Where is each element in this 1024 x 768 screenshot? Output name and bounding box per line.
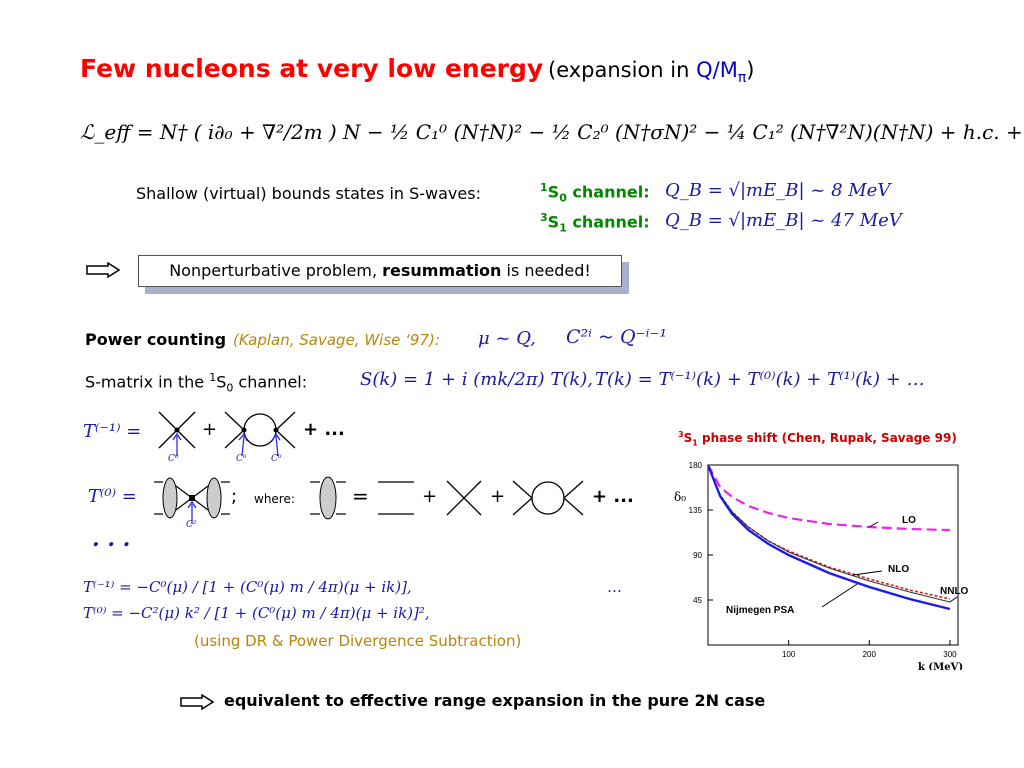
box-bold: resummation	[382, 261, 502, 280]
formula-t-minus1: T⁽⁻¹⁾ = −C⁰(μ) / [1 + (C⁰(μ) m / 4π)(μ +…	[83, 578, 412, 596]
smatrix-label: S-matrix in the 1S0 channel:	[85, 371, 307, 395]
y-tick-label: 90	[693, 551, 702, 560]
ch2-sub: 1	[559, 221, 567, 235]
channel-1s0-equation: Q_B = √|mE_B| ~ 8 MeV	[665, 180, 891, 201]
x-tick-label: 300	[943, 650, 957, 659]
x-tick-label: 100	[782, 650, 796, 659]
sm-name: S	[216, 372, 227, 392]
y-tick-label: 135	[689, 506, 703, 515]
semicolon: ;	[231, 486, 238, 507]
dr-note: (using DR & Power Divergence Subtraction…	[194, 632, 522, 650]
formula-dots: …	[607, 578, 622, 596]
chart-title-name: S	[683, 431, 693, 445]
arrow-right-icon	[86, 262, 120, 278]
plus-2: +	[422, 486, 438, 507]
channel-3s1: 3S1 channel:	[540, 211, 650, 235]
c0-label-2: C⁰	[236, 454, 247, 464]
bubble-diagram-2	[512, 480, 584, 516]
plus-dots-1: + ...	[303, 419, 345, 440]
series-label-arrow	[869, 521, 879, 528]
slide-title: Few nucleons at very low energy	[80, 54, 544, 83]
plus-3: +	[490, 486, 506, 507]
series-label-arrow	[853, 570, 883, 576]
series-label: LO	[902, 515, 916, 526]
sm-sub: 0	[226, 381, 234, 395]
sm-post: channel:	[233, 372, 308, 392]
chart-title-sup: 3	[678, 430, 684, 439]
series-line	[707, 464, 951, 600]
series-label: NNLO	[940, 586, 969, 597]
series-label: NLO	[888, 564, 909, 575]
ch2-sup: 3	[540, 211, 548, 224]
slide-subtitle: (expansion in Q/Mπ)	[548, 58, 754, 86]
chart-frame	[707, 464, 959, 646]
plus-1: +	[202, 419, 218, 440]
x-tick-label: 200	[863, 650, 877, 659]
y-axis-label: δ₀	[674, 490, 686, 504]
equals-sign: =	[352, 484, 369, 508]
smatrix-eq1: S(k) = 1 + i (mk/2π) T(k),	[360, 369, 594, 390]
series-line	[706, 464, 951, 611]
conclusion-text: equivalent to effective range expansion …	[224, 691, 766, 710]
series-line	[707, 464, 951, 603]
ch1-sub: 0	[559, 191, 567, 205]
power-counting-eq1: μ ~ Q,	[478, 328, 536, 349]
subtitle-q: Q/M	[696, 58, 738, 82]
formula-t0: T⁽⁰⁾ = −C²(μ) k² / [1 + (C⁰(μ) m / 4π)(μ…	[83, 604, 430, 622]
ch1-name: S	[547, 182, 560, 202]
ch2-word: channel:	[566, 212, 650, 232]
subtitle-pre: (expansion in	[548, 58, 697, 82]
lagrangian-equation: ℒ_eff = N† ( i∂₀ + ∇²/2m ) N − ½ C₁⁰ (N†…	[80, 120, 1024, 144]
chart-title-rest: phase shift (Chen, Rupak, Savage 99)	[697, 431, 957, 445]
y-tick-label: 45	[693, 596, 702, 605]
c2-insertion-diagram	[154, 477, 230, 524]
power-counting-ref: (Kaplan, Savage, Wise ‘97):	[233, 331, 440, 349]
shallow-label: Shallow (virtual) bounds states in S-wav…	[136, 184, 481, 203]
c0-label-3: C⁰	[271, 454, 282, 464]
power-counting-label: Power counting	[85, 330, 227, 349]
box-pre: Nonperturbative problem,	[169, 261, 383, 280]
smatrix-eq2: T(k) = T⁽⁻¹⁾(k) + T⁽⁰⁾(k) + T⁽¹⁾(k) + …	[595, 369, 925, 390]
series-line	[707, 464, 950, 532]
blob-diagram	[310, 476, 346, 520]
ch1-word: channel:	[566, 182, 650, 202]
power-counting-eq2: C²ⁱ ~ Q⁻ⁱ⁻¹	[566, 326, 668, 348]
sm-pre: S-matrix in the	[85, 372, 210, 392]
plus-dots-2: + ...	[592, 486, 634, 507]
where-label: where:	[254, 492, 295, 506]
sm-sup: 1	[209, 371, 217, 384]
free-propagator-diagram	[378, 481, 414, 515]
contact-vertex-diagram	[158, 411, 196, 456]
series-label-arrow	[821, 583, 858, 608]
t0-label: T⁽⁰⁾ =	[88, 486, 137, 507]
phase-shift-chart: 45 90 135 180 100 200 300 δ₀ k (MeV) LO NLO NNLO Nij…	[674, 461, 969, 670]
chart-title-sub: 1	[692, 438, 698, 448]
box-post: is needed!	[501, 261, 591, 280]
y-tick-label: 180	[689, 461, 703, 470]
x-axis-label: k (MeV)	[918, 662, 963, 670]
t-minus1-label: T⁽⁻¹⁾ =	[83, 421, 142, 442]
ellipsis: . . .	[92, 526, 131, 552]
bubble-diagram	[224, 411, 296, 457]
c0-label-1: C⁰	[168, 454, 179, 464]
series-label-arrow	[949, 596, 958, 603]
ch1-sup: 1	[540, 181, 548, 194]
channel-1s0: 1S0 channel:	[540, 181, 650, 205]
subtitle-post: )	[746, 58, 755, 82]
c2-label: C²	[186, 520, 197, 530]
resummation-note-box: Nonperturbative problem, resummation is …	[138, 255, 622, 287]
arrow-right-icon-2	[180, 694, 214, 710]
chart-title: 3S1 phase shift (Chen, Rupak, Savage 99)	[678, 430, 957, 447]
subtitle-pi: π	[737, 70, 747, 87]
series-label: Nijmegen PSA	[726, 605, 794, 616]
channel-3s1-equation: Q_B = √|mE_B| ~ 47 MeV	[665, 210, 902, 231]
contact-diagram-2	[446, 480, 482, 516]
ch2-name: S	[547, 212, 560, 232]
